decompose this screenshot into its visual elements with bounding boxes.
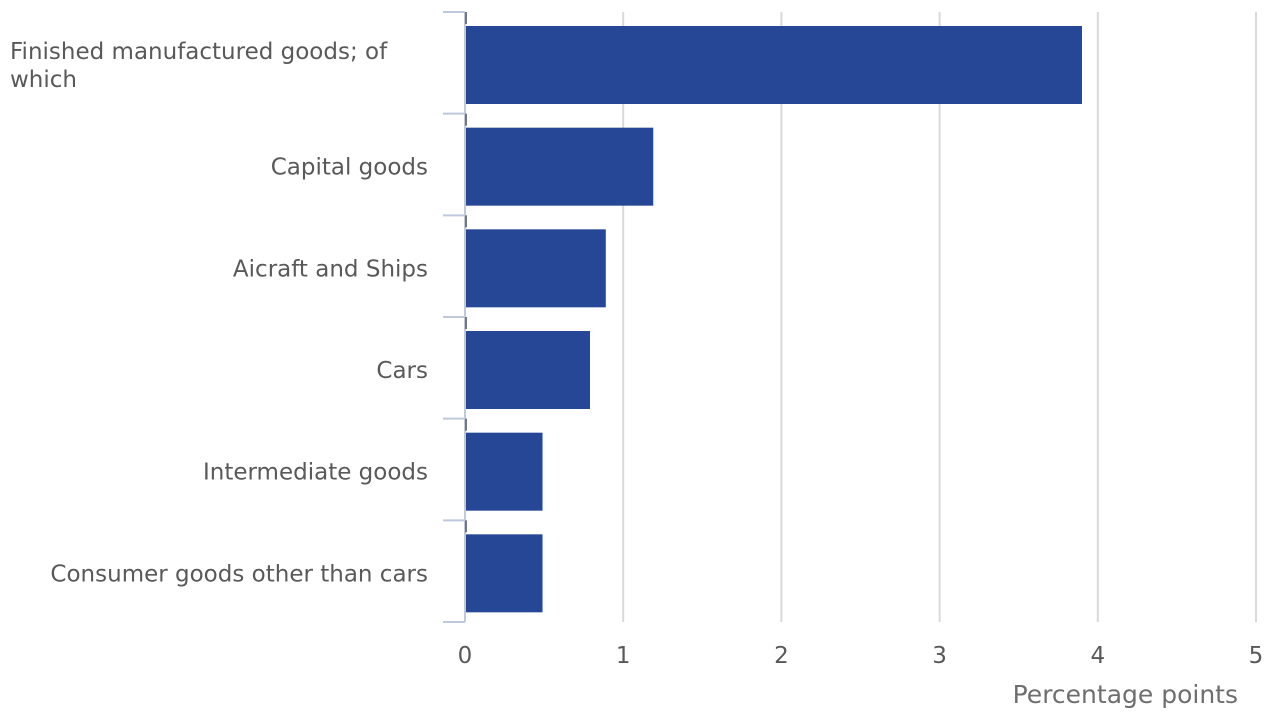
x-tick-label: 0	[458, 643, 473, 669]
category-labels: Finished manufactured goods; of which Capi…	[10, 39, 428, 587]
bar	[465, 127, 654, 206]
bar	[465, 331, 590, 409]
category-label: Aicraft and Ships	[233, 256, 428, 282]
bar	[465, 26, 1082, 104]
bar	[465, 229, 606, 308]
bar	[465, 432, 543, 511]
x-tick-label: 4	[1090, 643, 1105, 669]
bar	[465, 534, 543, 613]
y-axis	[443, 11, 467, 623]
category-label: Capital goods	[271, 155, 428, 181]
x-tick-labels: 0 1 2 3 4 5	[458, 643, 1264, 669]
x-tick-label: 5	[1249, 643, 1264, 669]
x-tick-label: 3	[932, 643, 947, 669]
category-label: Consumer goods other than cars	[50, 561, 428, 587]
bars	[465, 26, 1082, 613]
gridlines	[622, 12, 1257, 622]
category-label: Finished manufactured goods; of which	[10, 39, 388, 93]
category-label: Cars	[376, 358, 428, 384]
x-tick-label: 2	[774, 643, 789, 669]
category-label: Intermediate goods	[203, 460, 428, 486]
x-axis-title: Percentage points	[1013, 680, 1238, 709]
x-tick-label: 1	[616, 643, 631, 669]
